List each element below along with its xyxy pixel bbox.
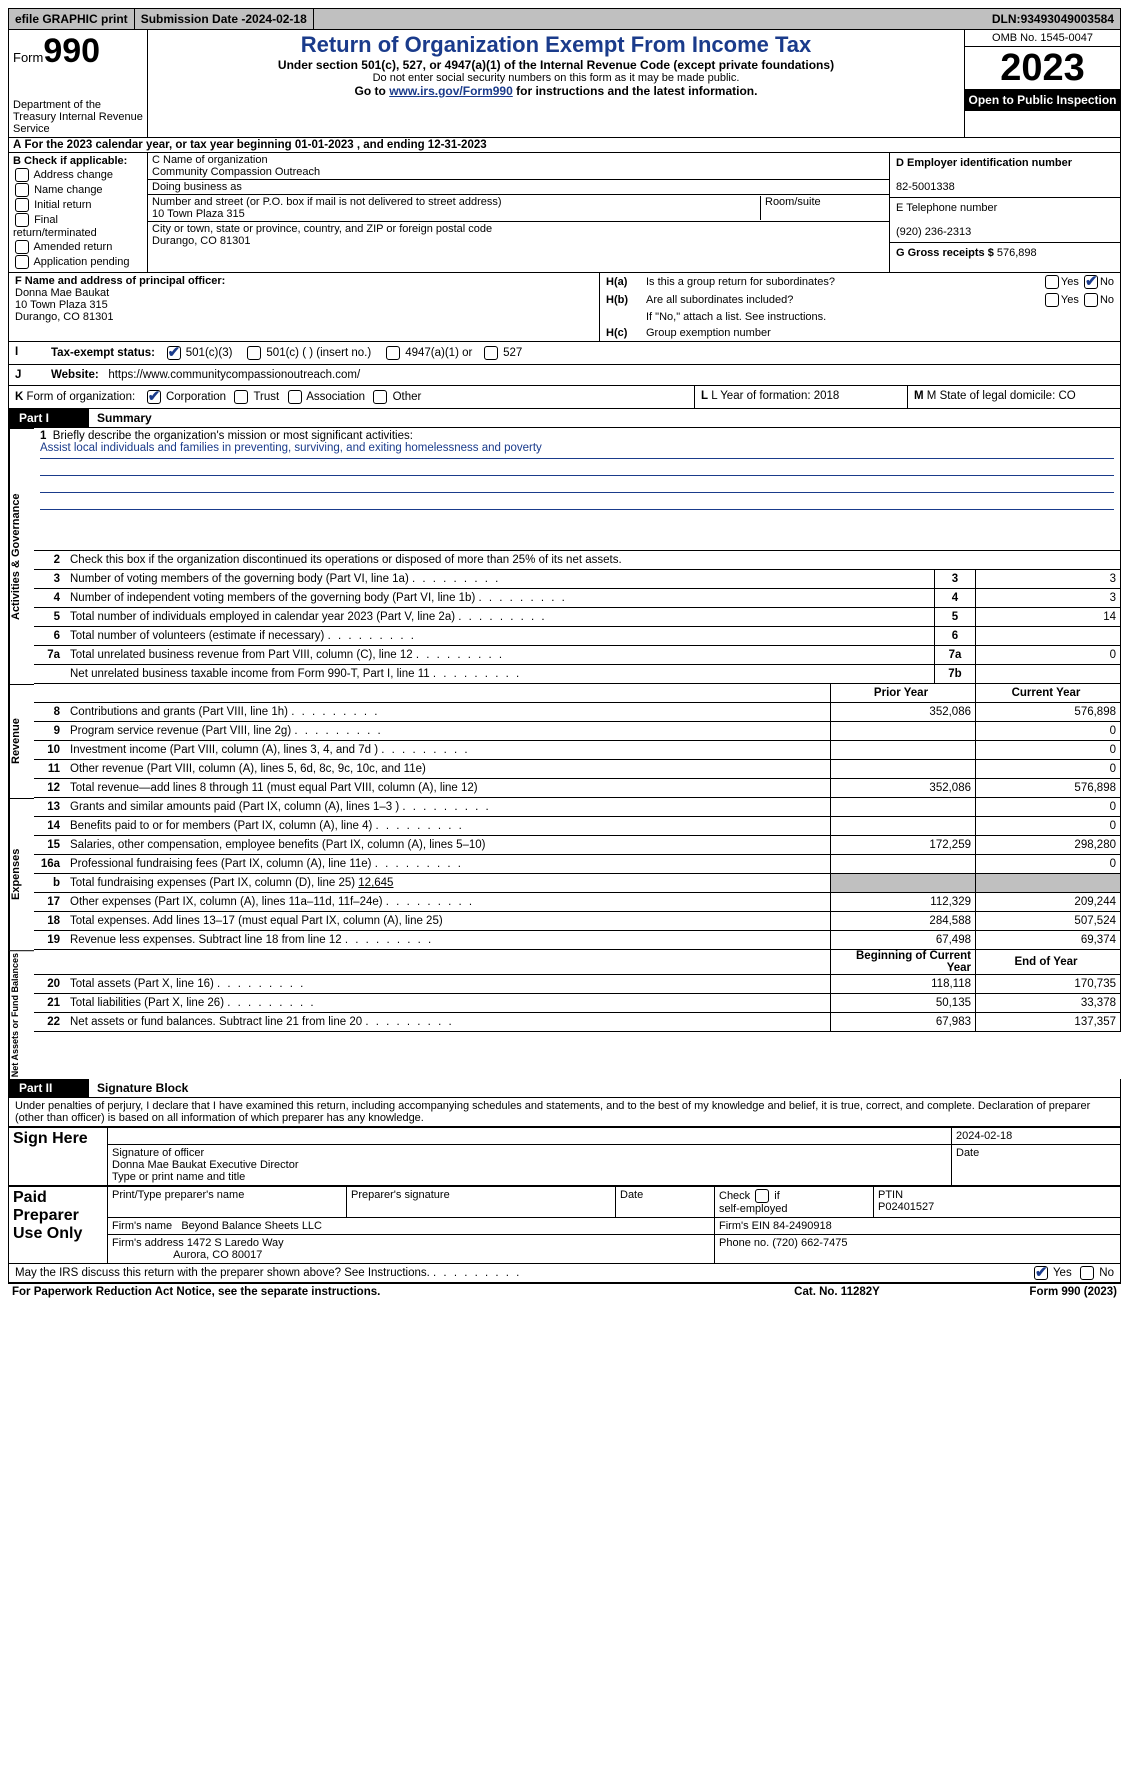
ein-value: 82-5001338 (896, 181, 955, 193)
phone-value: (920) 236-2313 (896, 226, 971, 238)
tax-year-line: A For the 2023 calendar year, or tax yea… (8, 138, 1121, 153)
preparer-phone: (720) 662-7475 (772, 1237, 847, 1249)
firm-name: Beyond Balance Sheets LLC (181, 1220, 322, 1232)
entity-block: B Check if applicable: Address change Na… (8, 153, 1121, 273)
gross-value: 576,898 (997, 247, 1037, 259)
vlabel-governance: Activities & Governance (9, 428, 34, 684)
room-suite-label: Room/suite (760, 196, 885, 220)
sign-here-label: Sign Here (9, 1128, 108, 1186)
omb-number: OMB No. 1545-0047 (965, 30, 1120, 47)
open-to-public: Open to Public Inspection (965, 89, 1120, 111)
ptin: P02401527 (878, 1201, 934, 1213)
paid-preparer-table: Paid Preparer Use Only Print/Type prepar… (8, 1186, 1121, 1264)
hb-label: Are all subordinates included? (646, 294, 994, 306)
submission-date: Submission Date - 2024-02-18 (135, 9, 314, 29)
page-footer: For Paperwork Reduction Act Notice, see … (8, 1283, 1121, 1300)
officer-name: Donna Mae Baukat Executive Director (112, 1159, 298, 1171)
sig-date: 2024-02-18 (952, 1128, 1121, 1145)
ha-label: Is this a group return for subordinates? (646, 276, 994, 288)
irs-link[interactable]: www.irs.gov/Form990 (389, 84, 513, 98)
phone-label: E Telephone number (896, 202, 997, 214)
row-j: J Website: https://www.communitycompassi… (8, 365, 1121, 386)
box-b: B Check if applicable: Address change Na… (9, 153, 148, 272)
goto-link-row: Go to www.irs.gov/Form990 for instructio… (154, 84, 958, 98)
vlabel-expenses: Expenses (9, 798, 34, 950)
sign-here-table: Sign Here 2024-02-18 Signature of office… (8, 1127, 1121, 1186)
ein-label: D Employer identification number (896, 157, 1072, 169)
paid-preparer-label: Paid Preparer Use Only (9, 1187, 108, 1264)
ssn-warning: Do not enter social security numbers on … (154, 72, 958, 84)
part1-header: Part I Summary (8, 409, 1121, 428)
org-name: Community Compassion Outreach (152, 166, 320, 178)
may-discuss-row: May the IRS discuss this return with the… (8, 1264, 1121, 1283)
box-c: C Name of organization Community Compass… (148, 153, 889, 272)
row-i: I Tax-exempt status: 501(c)(3) 501(c) ( … (8, 342, 1121, 365)
dept-treasury: Department of the Treasury Internal Reve… (13, 99, 143, 135)
mission-text: Assist local individuals and families in… (40, 442, 1114, 459)
city-label: City or town, state or province, country… (152, 223, 492, 235)
vlabel-revenue: Revenue (9, 684, 34, 798)
city-value: Durango, CO 81301 (152, 235, 250, 247)
officer-group-block: F Name and address of principal officer:… (8, 273, 1121, 342)
dba-label: Doing business as (148, 180, 889, 195)
form-subtitle: Under section 501(c), 527, or 4947(a)(1)… (154, 58, 958, 72)
firm-ein: 84-2490918 (773, 1220, 832, 1232)
row-klm: K Form of organization: Corporation Trus… (8, 386, 1121, 409)
street-value: 10 Town Plaza 315 (152, 208, 245, 220)
street-label: Number and street (or P.O. box if mail i… (152, 196, 502, 208)
line-1: 1 Briefly describe the organization's mi… (34, 428, 1121, 551)
box-f: F Name and address of principal officer:… (9, 273, 599, 341)
hc-label: Group exemption number (646, 327, 994, 339)
hb-note: If "No," attach a list. See instructions… (646, 311, 994, 323)
topbar: efile GRAPHIC print Submission Date - 20… (8, 8, 1121, 30)
part2-header: Part II Signature Block (8, 1079, 1121, 1098)
vlabel-netassets: Net Assets or Fund Balances (9, 950, 34, 1079)
org-name-label: C Name of organization (152, 154, 268, 166)
efile-print[interactable]: efile GRAPHIC print (9, 9, 135, 29)
dln: DLN: 93493049003584 (986, 9, 1120, 29)
website-value[interactable]: https://www.communitycompassionoutreach.… (108, 369, 360, 381)
form-title: Return of Organization Exempt From Incom… (154, 32, 958, 58)
box-d-e-g: D Employer identification number 82-5001… (889, 153, 1120, 272)
box-h: H(a) Is this a group return for subordin… (599, 273, 1120, 341)
gross-label: G Gross receipts $ (896, 247, 997, 259)
form-header: Form990 Department of the Treasury Inter… (8, 30, 1121, 138)
form-number-block: Form990 Department of the Treasury Inter… (9, 30, 148, 137)
tax-year: 2023 (965, 47, 1120, 89)
perjury-declaration: Under penalties of perjury, I declare th… (8, 1098, 1121, 1127)
